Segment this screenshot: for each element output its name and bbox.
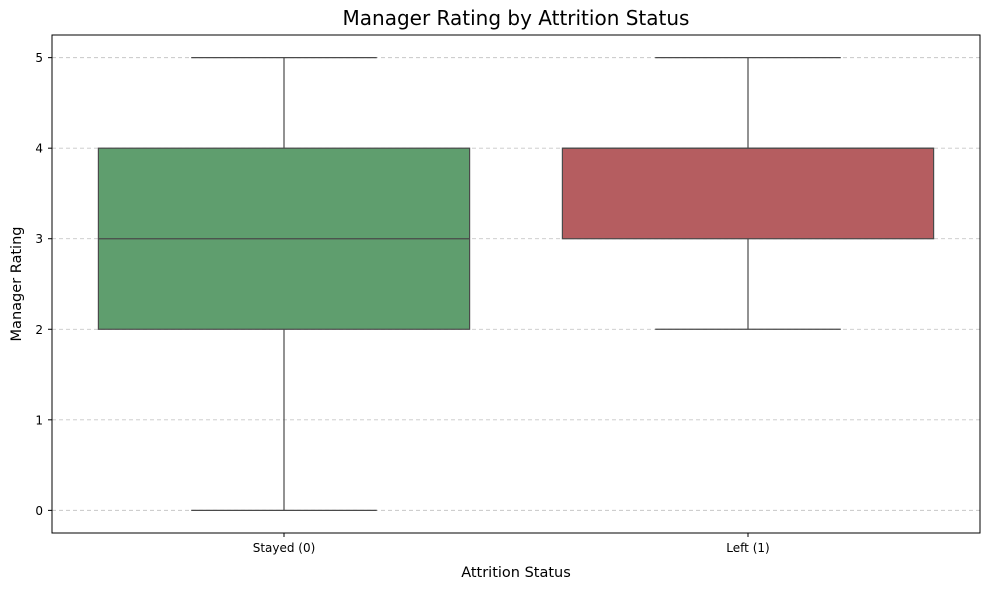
y-tick-label: 1	[35, 413, 43, 427]
y-axis-ticks: 0 1 2 3 4 5	[35, 51, 52, 518]
box-group	[561, 57, 935, 330]
box-series	[97, 57, 935, 511]
x-tick-label: Stayed (0)	[253, 541, 316, 555]
y-tick-label: 0	[35, 504, 43, 518]
iqr-box	[561, 147, 935, 240]
box-group	[97, 57, 471, 511]
y-tick-label: 2	[35, 323, 43, 337]
y-tick-label: 5	[35, 51, 43, 65]
y-tick-label: 3	[35, 232, 43, 246]
chart-title: Manager Rating by Attrition Status	[343, 6, 690, 30]
x-axis-ticks: Stayed (0) Left (1)	[253, 533, 770, 555]
x-tick-label: Left (1)	[726, 541, 769, 555]
y-tick-label: 4	[35, 142, 43, 156]
plot-area-frame	[51, 34, 981, 534]
y-axis-label: Manager Rating	[9, 227, 25, 342]
x-axis-label: Attrition Status	[461, 565, 571, 581]
